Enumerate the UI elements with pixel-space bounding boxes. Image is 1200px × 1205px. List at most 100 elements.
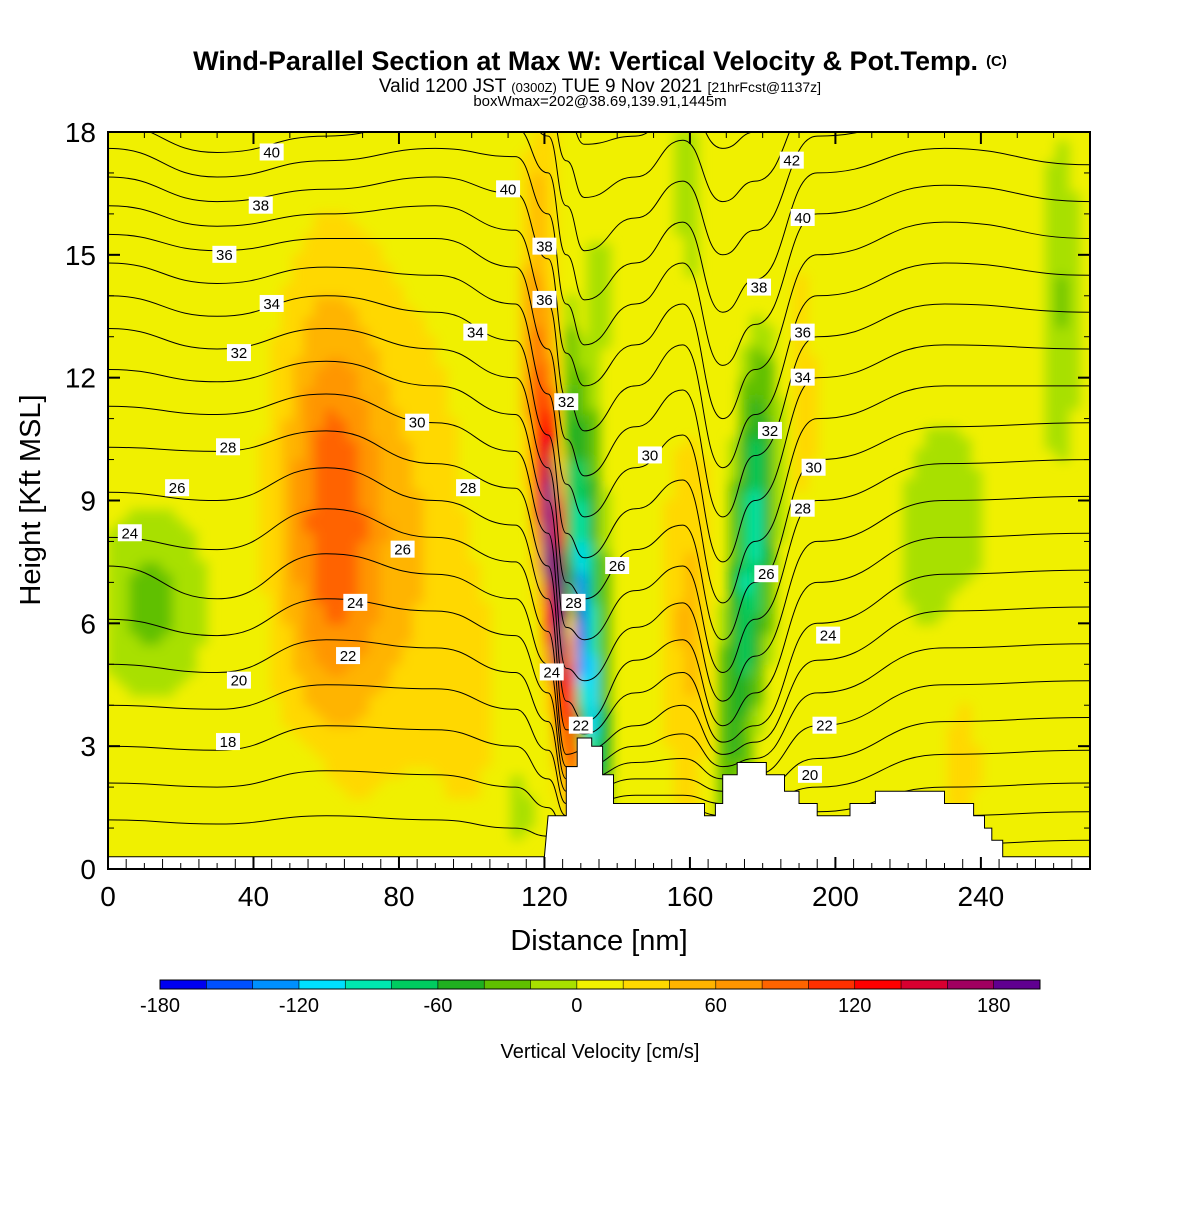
box-info: boxWmax=202@38.69,139.91,1445m [473, 93, 726, 110]
velocity-cell [368, 745, 382, 758]
velocity-cell [1045, 407, 1059, 420]
velocity-cell [401, 693, 415, 707]
velocity-cell [456, 683, 470, 696]
velocity-cell [150, 642, 164, 656]
velocity-cell [434, 448, 448, 461]
velocity-cell [968, 468, 982, 482]
velocity-cell [739, 345, 753, 359]
velocity-cell [761, 509, 775, 522]
velocity-cell [270, 540, 284, 553]
velocity-cell [1056, 253, 1070, 267]
velocity-cell [368, 632, 382, 645]
velocity-cell [150, 519, 164, 533]
velocity-cell [281, 560, 295, 574]
velocity-cell [401, 499, 415, 512]
velocity-cell [696, 653, 710, 666]
velocity-cell [925, 448, 939, 461]
velocity-cell [357, 366, 371, 379]
velocity-cell [434, 386, 448, 400]
velocity-cell [685, 642, 699, 656]
velocity-cell [281, 540, 295, 553]
contour-label-text: 34 [794, 370, 811, 387]
velocity-cell [587, 305, 600, 318]
velocity-cell [805, 448, 819, 461]
contour-label-text: 28 [794, 501, 811, 518]
velocity-cell [357, 653, 371, 666]
velocity-cell [281, 509, 295, 522]
colorbar-swatch [298, 980, 346, 989]
velocity-cell [925, 499, 939, 512]
colorbar-swatch [391, 980, 439, 989]
velocity-cell [314, 448, 328, 461]
velocity-cell [325, 581, 339, 594]
velocity-cell [292, 315, 306, 328]
velocity-cell [412, 315, 426, 328]
velocity-cell [412, 427, 426, 441]
contour-label-bg [216, 733, 241, 751]
velocity-cell [565, 683, 579, 696]
velocity-cell [325, 274, 339, 287]
velocity-cell [390, 325, 404, 338]
velocity-cell [674, 458, 688, 471]
contour-label-bg [212, 245, 237, 263]
velocity-cell [587, 673, 600, 686]
velocity-cell [117, 550, 131, 563]
velocity-cell [347, 673, 360, 686]
velocity-cell [401, 335, 415, 348]
velocity-cell [576, 632, 590, 645]
velocity-cell [925, 468, 939, 482]
y-tick-label: 18 [65, 117, 96, 148]
velocity-cell [347, 356, 360, 369]
velocity-cell [357, 448, 371, 461]
velocity-cell [314, 315, 328, 328]
contour-label: 36 [212, 245, 237, 264]
velocity-cell [401, 653, 415, 666]
velocity-cell [401, 724, 415, 737]
velocity-cell [357, 683, 371, 696]
velocity-cell [674, 161, 688, 174]
velocity-cell [303, 243, 317, 256]
velocity-cell [598, 591, 611, 604]
velocity-cell [674, 693, 688, 707]
velocity-cell [325, 622, 339, 635]
velocity-cell [390, 704, 404, 717]
velocity-cell [456, 734, 470, 748]
velocity-cell [532, 345, 546, 359]
velocity-cell [685, 653, 699, 666]
velocity-cell [325, 376, 339, 389]
velocity-cell [750, 489, 764, 502]
velocity-cell [434, 407, 448, 420]
velocity-cell [598, 315, 611, 328]
velocity-cell [108, 663, 120, 676]
velocity-cell [336, 274, 350, 287]
velocity-cell [510, 827, 524, 840]
velocity-cell [728, 458, 742, 471]
velocity-cell [456, 571, 470, 584]
velocity-cell [543, 376, 557, 389]
velocity-cell [270, 417, 284, 430]
velocity-cell [1067, 192, 1081, 205]
velocity-cell [390, 438, 404, 451]
velocity-cell [761, 335, 775, 348]
velocity-cell [674, 519, 688, 533]
velocity-cell [259, 509, 273, 522]
velocity-cell [434, 734, 448, 748]
y-tick-label: 6 [80, 608, 96, 639]
velocity-cell [663, 724, 677, 737]
velocity-cell [347, 274, 360, 287]
velocity-cell [303, 335, 317, 348]
velocity-cell [303, 366, 317, 379]
velocity-cell [357, 345, 371, 359]
velocity-cell [510, 775, 524, 789]
velocity-cell [914, 550, 928, 563]
velocity-cell [259, 581, 273, 594]
velocity-cell [161, 519, 175, 533]
velocity-cell [947, 786, 961, 799]
velocity-cell [576, 448, 590, 461]
colorbar: -180 -120 -60 0 60 120 180 [140, 979, 1041, 1017]
velocity-cell [598, 305, 611, 318]
contour-label: 34 [463, 323, 488, 342]
velocity-cell [379, 345, 393, 359]
velocity-cell [794, 417, 808, 430]
velocity-cell [1045, 202, 1059, 215]
